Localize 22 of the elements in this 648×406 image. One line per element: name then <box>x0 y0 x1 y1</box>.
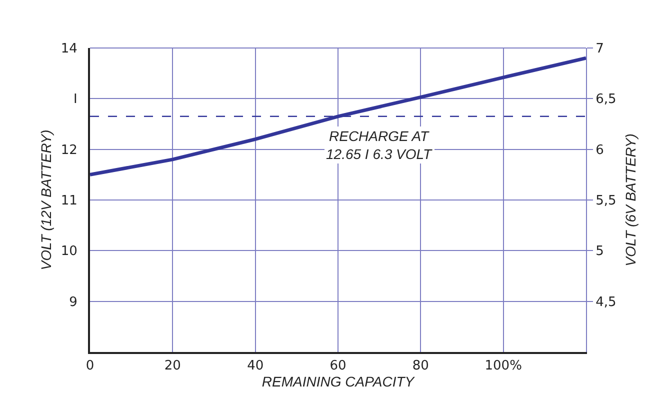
y-tick-label: 14 <box>60 42 78 57</box>
y2-tick-label: 7 <box>596 42 604 57</box>
y-tick-label: I <box>74 92 78 108</box>
x-tick-label: 80 <box>412 358 429 374</box>
y-tick-label: 11 <box>60 194 78 209</box>
x-tick-label: 0 <box>86 358 94 374</box>
x-tick-label: 20 <box>164 358 181 374</box>
y-axis-title: VOLT (12V BATTERY) <box>38 130 54 270</box>
y2-tick-label: 6 <box>596 142 604 158</box>
x-axis-title: REMAINING CAPACITY <box>262 374 416 390</box>
y-tick-label: 9 <box>69 294 78 310</box>
x-tick-label: 60 <box>330 358 346 374</box>
y-tick-label: 10 <box>60 244 78 260</box>
x-tick-label: 40 <box>247 358 264 374</box>
y2-tick-label: 4,5 <box>596 294 616 310</box>
y2-tick-label: 5,5 <box>596 194 616 209</box>
y2-tick-label: 5 <box>596 244 604 260</box>
y-tick-label: 12 <box>60 142 78 158</box>
ref-line-label: RECHARGE AT 12.65 I 6.3 VOLT <box>326 128 434 162</box>
y2-tick-label: 6,5 <box>596 92 616 108</box>
x-tick-label: 100% <box>484 358 522 374</box>
y2-axis-title: VOLT (6V BATTERY) <box>622 134 639 266</box>
